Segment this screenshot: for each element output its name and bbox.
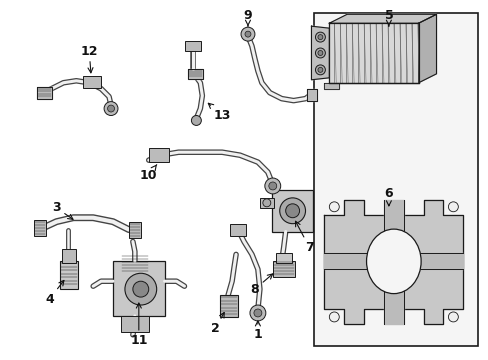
Bar bbox=[83, 76, 101, 88]
Bar bbox=[61, 261, 78, 289]
Circle shape bbox=[124, 273, 156, 305]
Circle shape bbox=[328, 202, 339, 212]
Text: 2: 2 bbox=[210, 312, 224, 336]
Circle shape bbox=[244, 31, 250, 37]
Circle shape bbox=[104, 102, 118, 116]
Circle shape bbox=[133, 281, 148, 297]
Bar bbox=[230, 224, 245, 235]
Text: 9: 9 bbox=[243, 9, 252, 26]
Circle shape bbox=[447, 202, 457, 212]
Text: 11: 11 bbox=[130, 303, 147, 347]
Circle shape bbox=[285, 204, 299, 218]
Text: 10: 10 bbox=[140, 165, 157, 181]
Circle shape bbox=[264, 178, 280, 194]
Bar bbox=[275, 253, 291, 264]
Text: 3: 3 bbox=[52, 201, 73, 219]
Text: 1: 1 bbox=[253, 321, 262, 341]
Polygon shape bbox=[418, 14, 436, 83]
Bar bbox=[271, 190, 313, 231]
Bar bbox=[259, 198, 273, 208]
Circle shape bbox=[317, 67, 322, 72]
Circle shape bbox=[241, 27, 254, 41]
Bar bbox=[62, 249, 76, 264]
Bar bbox=[113, 261, 164, 316]
Polygon shape bbox=[37, 87, 51, 99]
Ellipse shape bbox=[366, 229, 420, 294]
Text: 13: 13 bbox=[208, 103, 230, 122]
Text: 6: 6 bbox=[384, 188, 392, 206]
Circle shape bbox=[191, 116, 201, 125]
Bar bbox=[129, 222, 141, 238]
Circle shape bbox=[315, 48, 325, 58]
Circle shape bbox=[315, 32, 325, 42]
Polygon shape bbox=[383, 200, 403, 324]
Text: 5: 5 bbox=[384, 9, 392, 26]
Circle shape bbox=[253, 309, 262, 317]
Text: 7: 7 bbox=[295, 221, 313, 254]
Polygon shape bbox=[324, 200, 462, 324]
Polygon shape bbox=[311, 26, 328, 80]
Circle shape bbox=[328, 312, 339, 322]
Circle shape bbox=[249, 305, 265, 321]
Bar bbox=[121, 316, 148, 332]
Text: 12: 12 bbox=[81, 45, 98, 73]
Bar bbox=[272, 261, 294, 277]
Text: 8: 8 bbox=[250, 274, 272, 296]
Circle shape bbox=[317, 50, 322, 55]
Polygon shape bbox=[324, 83, 339, 89]
Polygon shape bbox=[324, 253, 462, 269]
Circle shape bbox=[107, 105, 114, 112]
Polygon shape bbox=[328, 14, 436, 23]
Bar bbox=[314, 13, 477, 346]
Bar bbox=[148, 148, 168, 162]
Circle shape bbox=[317, 35, 322, 40]
Bar bbox=[220, 295, 238, 317]
Text: 4: 4 bbox=[45, 280, 64, 306]
Circle shape bbox=[279, 198, 305, 224]
Circle shape bbox=[315, 65, 325, 75]
Bar bbox=[34, 220, 45, 235]
Polygon shape bbox=[328, 23, 418, 83]
Bar bbox=[185, 41, 201, 51]
Polygon shape bbox=[306, 89, 317, 100]
Circle shape bbox=[263, 199, 270, 207]
Circle shape bbox=[268, 182, 276, 190]
Circle shape bbox=[447, 312, 457, 322]
Polygon shape bbox=[188, 69, 203, 79]
